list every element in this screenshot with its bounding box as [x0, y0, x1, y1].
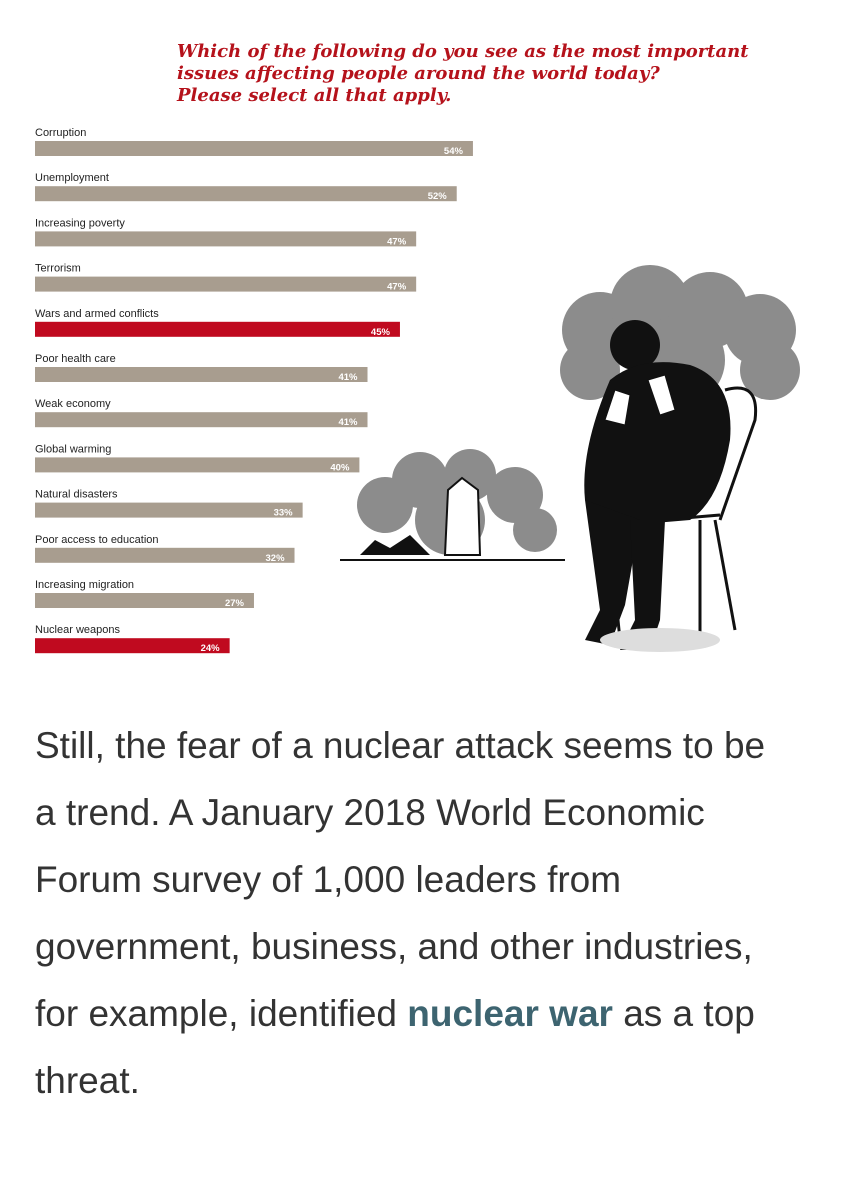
value-label: 32%: [266, 553, 286, 564]
category-label: Poor health care: [35, 353, 116, 365]
bar: [35, 186, 457, 202]
chart-title: issues affecting people around the world…: [177, 63, 660, 84]
bar: [35, 412, 368, 428]
chart: Which of the following do you see as the…: [35, 41, 800, 654]
value-label: 41%: [338, 417, 358, 428]
article-text: Still, the fear of a nuclear attack seem…: [35, 725, 766, 1034]
bar: [35, 502, 303, 518]
bar: [35, 141, 473, 156]
bar: [35, 547, 295, 563]
category-label: Global warming: [35, 443, 111, 455]
category-label: Corruption: [35, 127, 86, 139]
article-text: as a top threat.: [35, 993, 755, 1101]
bar: [35, 231, 417, 247]
value-label: 40%: [330, 462, 350, 473]
category-label: Weak economy: [35, 398, 111, 410]
value-label: 24%: [201, 643, 221, 654]
bar: [35, 457, 360, 473]
category-label: Unemployment: [35, 172, 109, 184]
bar: [35, 367, 368, 382]
category-label: Increasing poverty: [35, 217, 125, 229]
bar: [35, 593, 254, 608]
value-label: 47%: [387, 282, 407, 293]
article-paragraph: Still, the fear of a nuclear attack seem…: [35, 712, 795, 1114]
value-label: 47%: [387, 236, 407, 247]
bar: [35, 638, 230, 654]
article-link[interactable]: nuclear war: [407, 993, 613, 1034]
chart-title: Which of the following do you see as the…: [177, 41, 749, 62]
value-label: 27%: [225, 598, 245, 609]
category-label: Nuclear weapons: [35, 624, 120, 636]
value-label: 33%: [274, 508, 294, 519]
category-label: Terrorism: [35, 263, 81, 275]
bar: [35, 321, 400, 337]
value-label: 52%: [428, 191, 448, 202]
category-label: Increasing migration: [35, 579, 134, 591]
category-label: Wars and armed conflicts: [35, 308, 159, 320]
value-label: 54%: [444, 146, 464, 157]
category-label: Poor access to education: [35, 534, 159, 546]
value-label: 45%: [371, 327, 391, 338]
value-label: 41%: [338, 372, 358, 383]
illustration: [340, 265, 800, 652]
chart-title: Please select all that apply.: [176, 85, 451, 106]
bar: [35, 276, 417, 292]
category-label: Natural disasters: [35, 489, 118, 501]
